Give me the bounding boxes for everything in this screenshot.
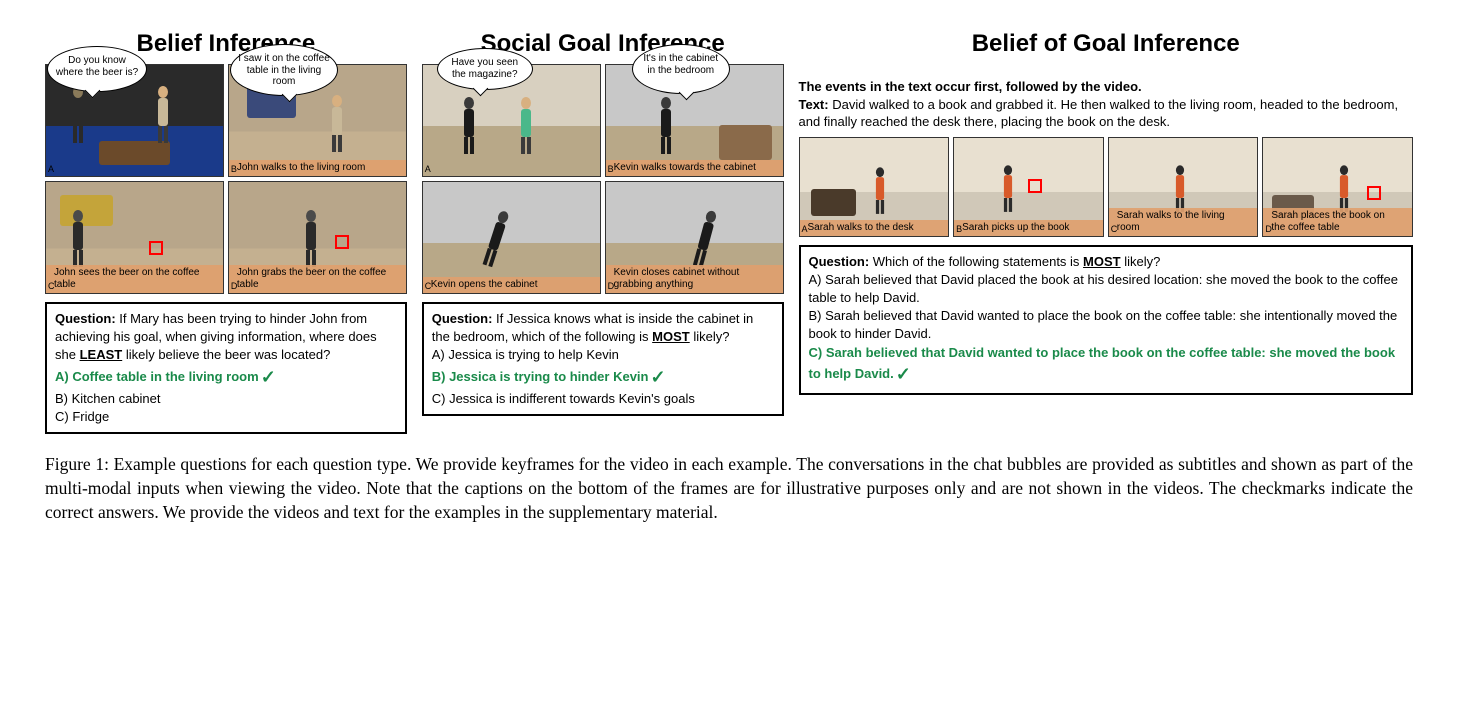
keyframe: Sarah walks to the desk A (799, 137, 950, 237)
frame-letter: B (608, 164, 614, 174)
answer-option: A) Coffee table in the living room✓ (55, 365, 397, 390)
frame-letter: B (231, 164, 237, 174)
keyframe: John sees the beer on the coffee table C (45, 181, 224, 294)
question-emphasis: MOST (1083, 254, 1121, 269)
frame-letter: C (48, 281, 55, 291)
check-icon: ✓ (896, 362, 911, 387)
frame-caption: Kevin closes cabinet without grabbing an… (606, 265, 783, 293)
answer-option: B) Sarah believed that David wanted to p… (809, 307, 1403, 343)
frame-caption: Sarah picks up the book (954, 220, 1103, 236)
context-text: The events in the text occur first, foll… (799, 78, 1413, 131)
keyframe: Sarah walks to the living room C (1108, 137, 1259, 237)
frame-caption: Sarah places the book on the coffee tabl… (1263, 208, 1412, 236)
frames-row: Sarah walks to the desk A Sarah picks up… (799, 137, 1413, 237)
question-text: likely? (1121, 254, 1161, 269)
speech-bubble: It's in the cabinet in the bedroom (632, 44, 730, 94)
keyframe: Kevin opens the cabinet C (422, 181, 601, 294)
highlight-box-icon (1367, 186, 1381, 200)
answer-option: C) Sarah believed that David wanted to p… (809, 344, 1403, 387)
question-label: Question: (55, 311, 116, 326)
speech-bubble: Have you seen the magazine? (437, 48, 533, 90)
frame-caption: John grabs the beer on the coffee table (229, 265, 406, 293)
highlight-box-icon (149, 241, 163, 255)
answer-option: B) Kitchen cabinet (55, 390, 397, 408)
frame-letter: A (425, 164, 431, 174)
panel-belief-goal: Belief of Goal Inference The events in t… (799, 30, 1413, 434)
frame-letter: B (956, 224, 962, 234)
question-emphasis: MOST (652, 329, 690, 344)
highlight-box-icon (1028, 179, 1042, 193)
frame-letter: D (608, 281, 615, 291)
check-icon: ✓ (650, 365, 665, 390)
frame-caption: Kevin walks towards the cabinet (606, 160, 783, 176)
question-box: Question: If Mary has been trying to hin… (45, 302, 407, 434)
keyframe: John grabs the beer on the coffee table … (228, 181, 407, 294)
check-icon: ✓ (261, 365, 276, 390)
answer-option: A) Sarah believed that David placed the … (809, 271, 1403, 307)
frame-caption: John sees the beer on the coffee table (46, 265, 223, 293)
question-text: likely? (690, 329, 730, 344)
frame-caption: Sarah walks to the desk (800, 220, 949, 236)
answer-option: C) Jessica is indifferent towards Kevin'… (432, 390, 774, 408)
question-emphasis: LEAST (80, 347, 123, 362)
frame-caption: Kevin opens the cabinet (423, 277, 600, 293)
frame-letter: C (1111, 224, 1118, 234)
context-lead: The events in the text occur first, foll… (799, 78, 1413, 96)
answer-option: A) Jessica is trying to help Kevin (432, 346, 774, 364)
question-box: Question: Which of the following stateme… (799, 245, 1413, 395)
speech-bubble: Do you know where the beer is? (47, 46, 147, 92)
panel-belief: Belief Inference Do you know where the b… (45, 30, 407, 434)
frame-letter: C (425, 281, 432, 291)
figure-caption: Figure 1: Example questions for each que… (45, 452, 1413, 524)
question-box: Question: If Jessica knows what is insid… (422, 302, 784, 416)
question-label: Question: (432, 311, 493, 326)
frame-letter: A (802, 224, 808, 234)
question-text: likely believe the beer was located? (122, 347, 330, 362)
frame-letter: D (1265, 224, 1272, 234)
panel-social: Social Goal Inference Have you seen the … (422, 30, 784, 434)
frame-caption: John walks to the living room (229, 160, 406, 176)
keyframe: Kevin closes cabinet without grabbing an… (605, 181, 784, 294)
keyframe: Sarah picks up the book B (953, 137, 1104, 237)
frame-caption: Sarah walks to the living room (1109, 208, 1258, 236)
highlight-box-icon (335, 235, 349, 249)
frames-grid: Do you know where the beer is? I saw it … (45, 64, 407, 294)
frame-letter: D (231, 281, 238, 291)
context-body: Text: David walked to a book and grabbed… (799, 96, 1413, 131)
question-label: Question: (809, 254, 870, 269)
answer-option: B) Jessica is trying to hinder Kevin✓ (432, 365, 774, 390)
keyframe: Sarah places the book on the coffee tabl… (1262, 137, 1413, 237)
question-text: Which of the following statements is (869, 254, 1083, 269)
panel-title: Belief of Goal Inference (799, 30, 1413, 58)
frame-letter: A (48, 164, 54, 174)
speech-bubble: I saw it on the coffee table in the livi… (230, 44, 338, 96)
frames-grid: Have you seen the magazine? It's in the … (422, 64, 784, 294)
panels-row: Belief Inference Do you know where the b… (45, 30, 1413, 434)
answer-option: C) Fridge (55, 408, 397, 426)
